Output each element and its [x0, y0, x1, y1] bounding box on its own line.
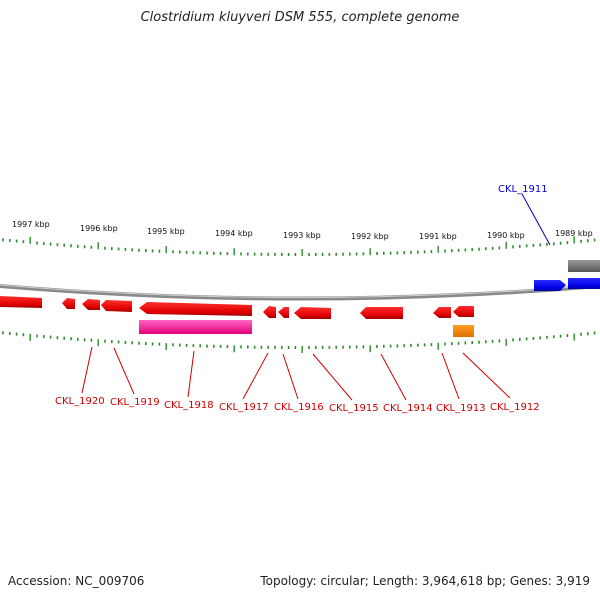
gene-ckl-1914	[360, 307, 403, 319]
gene-ckl-1911-extension	[568, 278, 600, 289]
rna-feature-pink	[139, 320, 252, 334]
connector-ckl-1917	[242, 352, 269, 400]
gene-ckl-1919-b	[101, 300, 132, 312]
gene-ckl-1918	[139, 302, 252, 316]
label-ckl-1916: CKL_1916	[274, 402, 324, 413]
label-ckl-1919: CKL_1919	[110, 397, 160, 408]
label-ckl-1913: CKL_1913	[436, 403, 486, 414]
gene-upstream-gray	[568, 260, 600, 272]
scale-label-1996: 1996 kbp	[80, 224, 118, 233]
gene-ckl-1916	[278, 307, 289, 318]
connector-ckl-1920	[81, 346, 93, 394]
label-ckl-1917: CKL_1917	[219, 402, 269, 413]
scale-label-1995: 1995 kbp	[147, 227, 185, 236]
connector-ckl-1919	[113, 347, 135, 395]
connector-ckl-1913	[441, 352, 460, 400]
reverse-label-connectors	[81, 346, 511, 401]
genome-title: Clostridium kluyveri DSM 555, complete g…	[140, 10, 460, 25]
genome-backbone	[0, 284, 600, 301]
gene-ckl-1920	[0, 296, 42, 308]
scale-label-1994: 1994 kbp	[215, 229, 253, 238]
connector-ckl-1914	[380, 353, 407, 401]
connector-ckl-1918	[187, 350, 195, 398]
label-ckl-1912: CKL_1912	[490, 402, 540, 413]
gene-ckl-1912	[453, 306, 474, 317]
label-ckl-1920: CKL_1920	[55, 396, 105, 407]
connector-ckl-1912	[462, 352, 511, 399]
label-ckl-1915: CKL_1915	[329, 403, 379, 414]
gene-ckl-1915	[294, 307, 331, 319]
label-ckl-1918: CKL_1918	[164, 400, 214, 411]
genome-summary-text: Topology: circular; Length: 3,964,618 bp…	[260, 574, 590, 588]
gene-ckl-1913	[433, 307, 451, 318]
label-ckl-1914: CKL_1914	[383, 403, 433, 414]
label-ckl-1911: CKL_1911	[498, 184, 548, 195]
outer-scale-ticks	[2, 236, 596, 256]
gene-ckl-1919	[82, 299, 100, 310]
genome-backbone-highlight	[0, 284, 600, 298]
gene-ckl-1911	[534, 280, 566, 291]
accession-text: Accession: NC_009706	[8, 574, 145, 588]
scale-label-1990: 1990 kbp	[487, 231, 525, 240]
gene-ckl-1920-left-fragment	[62, 298, 75, 309]
scale-label-1991: 1991 kbp	[419, 232, 457, 241]
inner-scale-ticks	[2, 331, 596, 353]
connector-ckl-1916	[282, 353, 299, 400]
scale-label-1997: 1997 kbp	[12, 220, 50, 229]
scale-label-1993: 1993 kbp	[283, 231, 321, 240]
connector-ckl-1911	[521, 193, 551, 246]
scale-label-1992: 1992 kbp	[351, 232, 389, 241]
gene-ckl-1917	[263, 306, 276, 318]
scale-label-1989: 1989 kbp	[555, 229, 593, 238]
connector-ckl-1915	[312, 353, 353, 401]
feature-orange	[453, 325, 474, 337]
